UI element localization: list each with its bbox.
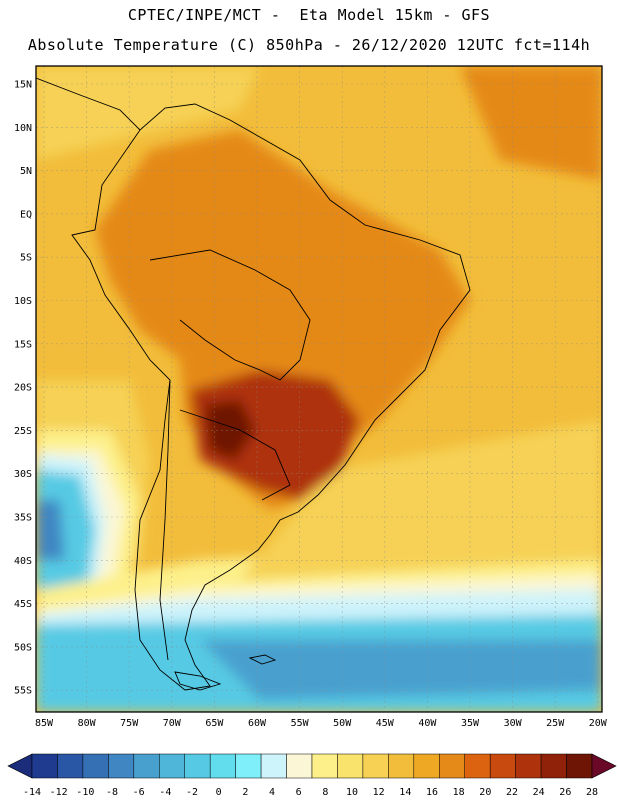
colorbar-swatch [413,753,440,779]
colorbar-swatch [57,753,84,779]
lat-label: 10S [14,296,32,307]
colorbar-swatch [108,753,135,779]
colorbar-swatch [184,753,211,779]
lon-label: 80W [78,718,97,729]
colorbar-tick-label: 0 [216,787,222,798]
lat-label: 20S [14,383,32,394]
colorbar-tick-label: 12 [373,787,385,798]
colorbar-swatch [133,753,160,779]
colorbar-swatch [515,753,542,779]
lon-label: 55W [291,718,310,729]
colorbar-tick-label: 26 [559,787,571,798]
argentina-border [179,409,291,501]
colorbar-swatch [159,753,185,779]
lon-label: 50W [333,718,352,729]
colorbar-swatch [540,753,567,779]
colorbar-swatch [489,753,516,779]
colorbar-tick-label: 14 [399,787,411,798]
lat-label: 35S [14,513,32,524]
colorbar-tick-labels: -14 -12 -10 -8 -6 -4 -2 0 2 4 6 8 10 12 14 16 18 20 22 24 26… [23,787,598,798]
temperature-field [36,66,602,712]
colorbar-tick-label: 8 [322,787,328,798]
colorbar-swatch [388,753,415,779]
colorbar-tick-label: 16 [426,787,438,798]
longitude-labels: 85W 80W 75W 70W 65W 60W 55W 50W 45W 40W 35W 30W 25W 2… [35,718,608,729]
lon-label: 25W [546,718,565,729]
lat-label: 25S [14,426,32,437]
lat-label: 15S [14,339,32,350]
colorbar-swatch [235,753,262,779]
colorbar-tick-label: -2 [186,787,198,798]
lon-label: 60W [248,718,267,729]
colorbar-swatch [464,753,491,779]
falklands [248,654,277,665]
map-title: CPTEC/INPE/MCT - Eta Model 15km - GFS [127,6,491,24]
colorbar-tick-label: -8 [106,787,118,798]
lat-label: 50S [14,642,32,653]
colorbar-swatch [362,753,389,779]
colorbar-swatch [439,753,465,779]
lat-label: 15N [14,80,32,91]
south-america-outline [71,103,471,691]
lon-label: 70W [163,718,182,729]
lat-label: 40S [14,556,32,567]
lon-label: 65W [205,718,224,729]
colorbar-swatch [286,753,313,779]
colorbar-tick-label: -10 [76,787,94,798]
plot-frame [35,65,603,713]
colorbar-tick-label: 28 [586,787,598,798]
colorbar-tick-label: 6 [296,787,302,798]
lat-label: 5N [20,166,32,177]
colorbar-swatch [209,753,236,779]
coastlines-and-borders [36,77,471,691]
lon-label: 20W [589,718,608,729]
colorbar-swatch [82,753,109,779]
lon-label: 35W [461,718,480,729]
colorbar-high-arrow [591,753,617,779]
colorbar-tick-label: 4 [269,787,275,798]
lon-label: 85W [35,718,54,729]
colorbar-tick-label: -14 [23,787,41,798]
colorbar-tick-label: -6 [133,787,145,798]
colorbar-tick-label: 22 [506,787,518,798]
latitude-labels: 15N 10N 5N EQ 5S 10S 15S 20S 25S 30S 35S 40S 45S 50S 5… [14,80,32,697]
lon-label: 75W [120,718,139,729]
lat-label: 55S [14,686,32,697]
lat-label: 5S [20,253,32,264]
colorbar-swatch [566,753,593,779]
colorbar-swatch [31,753,58,779]
colorbar-swatch [337,753,364,779]
colorbar-swatch [311,753,338,779]
map-subtitle: Absolute Temperature (C) 850hPa - 26/12/… [27,36,591,54]
lat-lon-grid [36,66,602,712]
colorbar-tick-label: 20 [479,787,491,798]
lon-label: 40W [418,718,437,729]
colorbar-swatch [260,753,287,779]
colorbar-tick-label: 2 [242,787,248,798]
colorbar-low-arrow [7,753,33,779]
lon-label: 45W [376,718,395,729]
central-america [36,77,141,131]
lat-label: 30S [14,469,32,480]
tierra-del-fuego [174,671,222,691]
chile-border [159,379,171,661]
colorbar-tick-label: 24 [533,787,545,798]
colorbar-tick-label: -12 [50,787,68,798]
colorbar-tick-label: 18 [453,787,465,798]
lat-label: 10N [14,123,32,134]
colorbar [7,753,617,779]
brazil-border [149,249,311,381]
colorbar-tick-label: -4 [159,787,171,798]
colorbar-tick-label: 10 [346,787,358,798]
lat-label: EQ [20,209,32,220]
lon-label: 30W [504,718,523,729]
lat-label: 45S [14,599,32,610]
